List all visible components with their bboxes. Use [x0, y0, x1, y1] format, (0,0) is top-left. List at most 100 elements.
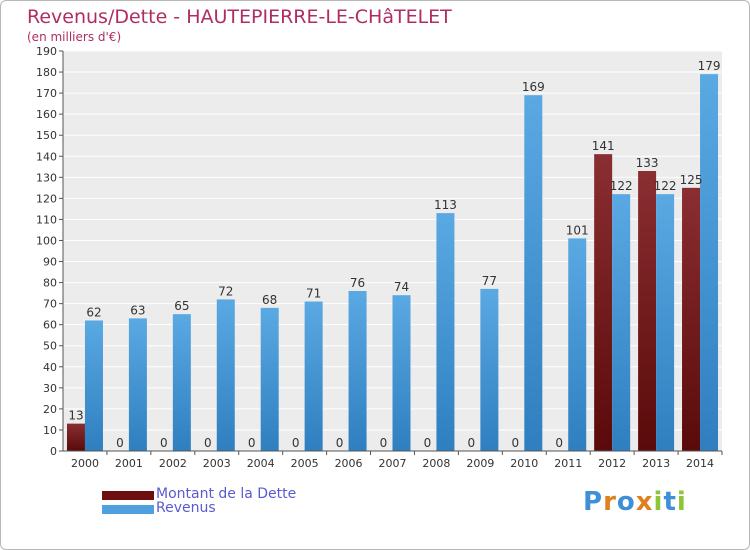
x-tick-label: 2012 [598, 457, 626, 470]
bar-debt [638, 171, 657, 451]
bar-revenus [700, 74, 719, 451]
x-tick-label: 2000 [71, 457, 99, 470]
data-label-debt: 0 [336, 436, 344, 450]
data-label-debt: 0 [248, 436, 256, 450]
data-label-revenus: 169 [522, 80, 545, 94]
proxiti-logo: Proxiti [583, 487, 687, 517]
data-label-revenus: 63 [130, 303, 145, 317]
y-tick-label: 40 [43, 361, 57, 374]
data-label-revenus: 71 [306, 287, 321, 301]
data-label-revenus: 65 [174, 299, 189, 313]
bar-revenus [216, 299, 235, 451]
y-tick-label: 130 [36, 171, 57, 184]
bar-debt [682, 187, 701, 451]
data-label-debt: 13 [68, 409, 83, 423]
bar-debt [66, 423, 85, 451]
chart-title: Revenus/Dette - HAUTEPIERRE-LE-CHâTELET [27, 6, 452, 28]
data-label-revenus: 72 [218, 284, 233, 298]
y-tick-label: 0 [50, 445, 57, 458]
data-label-revenus: 62 [86, 305, 101, 319]
y-tick-label: 180 [36, 66, 57, 79]
data-label-revenus: 77 [482, 274, 497, 288]
y-tick-label: 190 [36, 45, 57, 58]
y-tick-label: 20 [43, 403, 57, 416]
y-tick-label: 60 [43, 319, 57, 332]
data-label-debt: 0 [511, 436, 519, 450]
x-tick-label: 2011 [554, 457, 582, 470]
data-label-debt: 0 [468, 436, 476, 450]
x-tick-label: 2010 [510, 457, 538, 470]
data-label-revenus: 68 [262, 293, 277, 307]
logo-letter: t [663, 487, 677, 517]
data-label-debt: 133 [636, 156, 659, 170]
bar-revenus [128, 318, 147, 451]
y-tick-label: 80 [43, 277, 57, 290]
data-label-debt: 0 [292, 436, 300, 450]
y-tick-label: 70 [43, 298, 57, 311]
data-label-debt: 125 [680, 173, 703, 187]
bar-revenus [480, 288, 499, 451]
data-label-debt: 0 [380, 436, 388, 450]
legend-label-debt: Montant de la Dette [156, 486, 297, 502]
logo-letter: x [635, 487, 654, 517]
data-label-revenus: 179 [698, 59, 721, 73]
bar-revenus [524, 95, 543, 452]
bar-revenus [436, 213, 455, 451]
data-label-revenus: 74 [394, 280, 409, 294]
bar-revenus [172, 314, 191, 451]
x-tick-label: 2009 [466, 457, 494, 470]
logo-letter: i [676, 487, 687, 517]
bar-revenus [260, 307, 279, 451]
bar-debt [594, 154, 613, 451]
x-tick-label: 2006 [335, 457, 363, 470]
y-tick-label: 160 [36, 108, 57, 121]
bar-revenus [612, 194, 631, 451]
x-tick-label: 2004 [247, 457, 275, 470]
legend-label-revenus: Revenus [156, 500, 216, 516]
chart-subtitle: (en milliers d'€) [27, 30, 122, 44]
data-label-revenus: 101 [566, 223, 589, 237]
bar-revenus [568, 238, 587, 451]
x-tick-label: 2007 [379, 457, 407, 470]
y-tick-label: 110 [36, 213, 57, 226]
x-tick-label: 2014 [686, 457, 714, 470]
x-tick-label: 2001 [115, 457, 143, 470]
data-label-revenus: 76 [350, 276, 365, 290]
bar-revenus [304, 301, 323, 451]
legend-swatch-debt [102, 491, 154, 500]
y-tick-label: 50 [43, 340, 57, 353]
y-tick-label: 140 [36, 150, 57, 163]
data-label-debt: 0 [424, 436, 432, 450]
data-label-revenus: 113 [434, 198, 457, 212]
x-tick-label: 2002 [159, 457, 187, 470]
data-label-debt: 141 [592, 139, 615, 153]
data-label-revenus: 122 [654, 179, 677, 193]
legend-swatch-revenus [102, 505, 154, 514]
y-tick-label: 120 [36, 192, 57, 205]
y-tick-label: 150 [36, 129, 57, 142]
logo-letter: P [583, 487, 604, 517]
y-tick-label: 90 [43, 256, 57, 269]
y-tick-label: 100 [36, 234, 57, 247]
data-label-debt: 0 [116, 436, 124, 450]
bar-revenus [348, 291, 367, 451]
x-tick-label: 2008 [422, 457, 450, 470]
logo-letter: o [616, 487, 636, 517]
data-label-debt: 0 [160, 436, 168, 450]
data-label-debt: 0 [204, 436, 212, 450]
logo-letter: i [653, 487, 664, 517]
data-label-revenus: 122 [610, 179, 633, 193]
x-tick-label: 2005 [291, 457, 319, 470]
y-tick-label: 10 [43, 424, 57, 437]
data-label-debt: 0 [555, 436, 563, 450]
y-tick-label: 30 [43, 382, 57, 395]
x-tick-label: 2013 [642, 457, 670, 470]
bar-revenus [656, 194, 675, 451]
y-tick-label: 170 [36, 87, 57, 100]
bar-revenus [84, 320, 103, 451]
bar-revenus [392, 295, 411, 451]
x-tick-label: 2003 [203, 457, 231, 470]
logo-letter: r [603, 487, 617, 517]
